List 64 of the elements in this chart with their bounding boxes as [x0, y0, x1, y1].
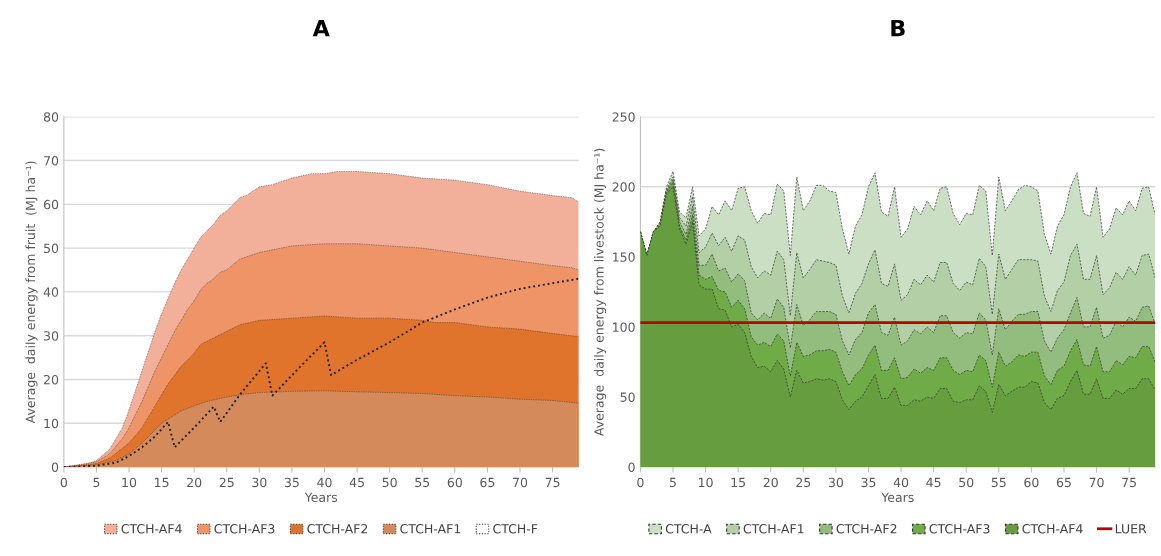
x-tick-label: 45 — [349, 477, 364, 488]
y-axis-title: Average daily energy from livestock (MJ ha⁻¹) — [594, 148, 607, 436]
x-tick-label: 15 — [155, 477, 169, 488]
legend-label: CTCH-F — [493, 524, 538, 534]
x-tick-label: 20 — [763, 477, 778, 488]
x-tick-label: 75 — [1122, 477, 1136, 488]
x-axis-title: Years — [304, 492, 338, 503]
legend-label: CTCH-AF2 — [836, 524, 897, 534]
x-tick-label: 65 — [480, 477, 495, 488]
y-tick-label: 0 — [51, 462, 59, 472]
legend-label: CTCH-AF1 — [400, 524, 461, 534]
x-tick-label: 25 — [796, 477, 811, 488]
x-tick-label: 40 — [317, 477, 332, 488]
x-tick-label: 60 — [1024, 477, 1039, 488]
y-tick-label: 70 — [44, 156, 59, 166]
y-tick-label: 50 — [620, 392, 635, 402]
x-tick-label: 55 — [415, 477, 430, 488]
x-tick-label: 30 — [252, 477, 267, 488]
x-tick-label: 20 — [187, 477, 202, 488]
x-tick-label: 0 — [637, 477, 644, 488]
legend-label: CTCH-AF2 — [307, 524, 368, 534]
x-tick-label: 25 — [219, 477, 234, 488]
chart-title: A — [312, 20, 330, 37]
x-axis-title: Years — [881, 492, 914, 503]
y-tick-label: 100 — [613, 322, 635, 332]
y-axis-title: Average daily energy from fruit (MJ ha⁻¹) — [25, 161, 38, 424]
legend-label: CTCH-A — [665, 524, 712, 534]
legend-label: CTCH-AF3 — [214, 524, 275, 534]
x-tick-label: 0 — [60, 477, 67, 488]
legend-label: CTCH-AF4 — [1022, 524, 1083, 534]
x-tick-label: 70 — [513, 477, 528, 488]
x-tick-label: 35 — [861, 477, 876, 488]
x-tick-label: 5 — [93, 477, 100, 488]
x-tick-label: 35 — [284, 477, 299, 488]
x-tick-label: 70 — [1089, 477, 1104, 488]
x-tick-label: 50 — [959, 477, 974, 488]
x-tick-label: 5 — [669, 477, 676, 488]
x-tick-label: 50 — [382, 477, 397, 488]
x-tick-label: 10 — [698, 477, 713, 488]
y-tick-label: 150 — [613, 252, 635, 262]
x-tick-label: 60 — [447, 477, 462, 488]
y-tick-label: 20 — [44, 374, 59, 385]
x-tick-label: 40 — [893, 477, 909, 488]
y-tick-label: 60 — [43, 199, 59, 210]
y-tick-label: 0 — [628, 462, 635, 472]
x-tick-label: 45 — [926, 477, 941, 488]
y-tick-label: 250 — [612, 112, 635, 122]
legend-label: LUER — [1115, 524, 1147, 534]
x-tick-label: 15 — [731, 477, 746, 488]
legend-label: CTCH-AF1 — [743, 524, 804, 534]
y-tick-label: 200 — [612, 182, 635, 192]
y-tick-label: 30 — [44, 331, 59, 341]
y-tick-label: 10 — [44, 418, 59, 429]
y-tick-label: 80 — [43, 112, 59, 122]
legend-label: CTCH-AF3 — [929, 524, 990, 534]
y-tick-label: 40 — [43, 287, 59, 297]
x-tick-label: 30 — [828, 477, 844, 488]
y-tick-label: 50 — [44, 243, 59, 254]
chart-title: B — [891, 20, 905, 37]
legend-label: CTCH-AF4 — [121, 524, 182, 534]
x-tick-label: 10 — [122, 477, 137, 488]
x-tick-label: 75 — [545, 477, 560, 488]
x-tick-label: 65 — [1056, 477, 1071, 488]
x-tick-label: 55 — [991, 477, 1006, 488]
